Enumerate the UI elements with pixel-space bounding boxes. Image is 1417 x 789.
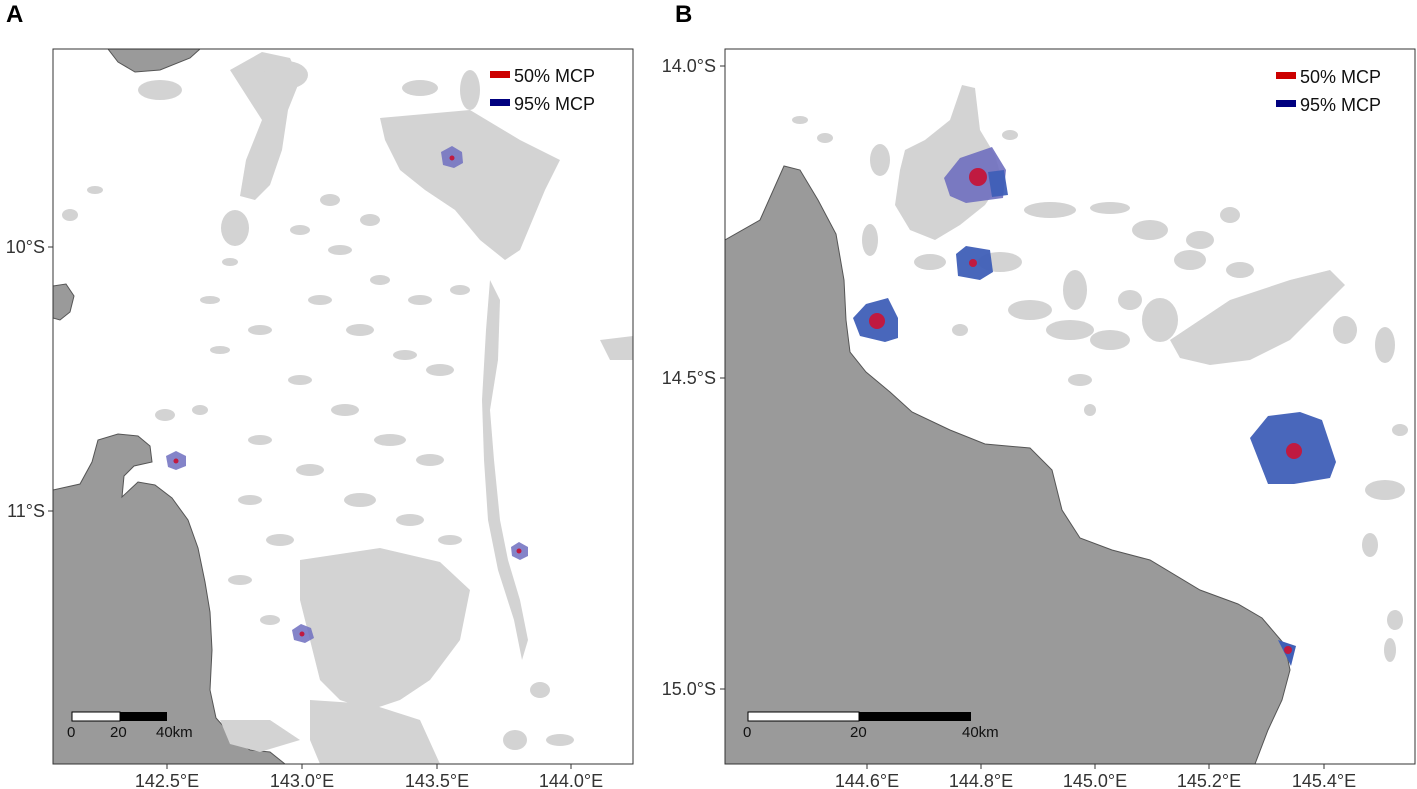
panel-b-lon-tick-1452: 145.2°E <box>1177 771 1241 789</box>
panel-a-lat-tick-10s: 10°S <box>6 237 45 257</box>
panel-a-map <box>53 49 633 764</box>
panel-a-letter: A <box>6 1 23 28</box>
panel-a-frame <box>52 48 634 765</box>
panel-a: A <box>6 1 634 789</box>
panel-a-legend-label-95: 95% MCP <box>514 94 595 114</box>
panel-b-legend-swatch-50 <box>1276 72 1296 79</box>
panel-b-lat-tick-150: 15.0°S <box>662 679 716 699</box>
panel-a-mcp-4 <box>292 624 314 643</box>
panel-a-lat-tick-11s: 11°S <box>7 501 45 521</box>
panel-b-legend: 50% MCP 95% MCP <box>1276 67 1381 115</box>
panel-a-legend: 50% MCP 95% MCP <box>490 66 595 114</box>
panel-a-lon-tick-1435: 143.5°E <box>405 771 469 789</box>
panel-a-mainland-top <box>107 49 201 73</box>
panel-a-scale-bar: 0 20 40km <box>67 711 193 741</box>
panel-b-scale-bar: 0 20 40km <box>743 711 999 741</box>
panel-b-map <box>725 49 1415 764</box>
panel-a-scale-label-20: 20 <box>110 724 127 741</box>
panel-a-legend-swatch-50 <box>490 71 510 78</box>
panel-a-lon-tick-1425: 142.5°E <box>135 771 199 789</box>
panel-b-scale-label-40: 40km <box>962 724 999 741</box>
panel-b-legend-swatch-95 <box>1276 100 1296 107</box>
panel-b-legend-label-95: 95% MCP <box>1300 95 1381 115</box>
panel-b-frame <box>724 48 1416 765</box>
panel-b-mcp-1 <box>944 147 1008 203</box>
panel-b-scale-label-0: 0 <box>743 724 751 741</box>
panel-a-scale-label-40: 40km <box>156 724 193 741</box>
panel-a-lon-tick-1430: 143.0°E <box>270 771 334 789</box>
panel-b-mcp-2 <box>956 246 993 280</box>
panel-b-lat-tick-145: 14.5°S <box>662 368 716 388</box>
panel-a-mcp-3 <box>511 542 528 560</box>
panel-b-lat-tick-140: 14.0°S <box>662 56 716 76</box>
panel-a-mcp-1 <box>441 146 463 168</box>
panel-a-mainland-west <box>53 283 75 321</box>
panel-b-mcp-5 <box>1278 640 1296 666</box>
panel-b-mainland <box>725 165 1291 764</box>
panel-a-lon-tick-1440: 144.0°E <box>539 771 603 789</box>
panel-b-lon-tick-1448: 144.8°E <box>949 771 1013 789</box>
panel-a-mcp-2 <box>166 451 186 470</box>
panel-b: B <box>662 1 1416 789</box>
panel-a-legend-swatch-95 <box>490 99 510 106</box>
panel-b-lon-tick-1446: 144.6°E <box>835 771 899 789</box>
panel-a-legend-label-50: 50% MCP <box>514 66 595 86</box>
panel-b-legend-label-50: 50% MCP <box>1300 67 1381 87</box>
panel-b-lon-tick-1454: 145.4°E <box>1292 771 1356 789</box>
panel-b-scale-label-20: 20 <box>850 724 867 741</box>
panel-b-reefs <box>792 85 1408 662</box>
panel-b-mcp-3 <box>853 298 898 342</box>
panel-b-letter: B <box>675 1 692 28</box>
panel-b-lon-tick-1450: 145.0°E <box>1063 771 1127 789</box>
panel-a-scale-label-0: 0 <box>67 724 75 741</box>
panel-b-mcp-4 <box>1250 412 1336 484</box>
panel-a-reefs <box>62 52 633 764</box>
